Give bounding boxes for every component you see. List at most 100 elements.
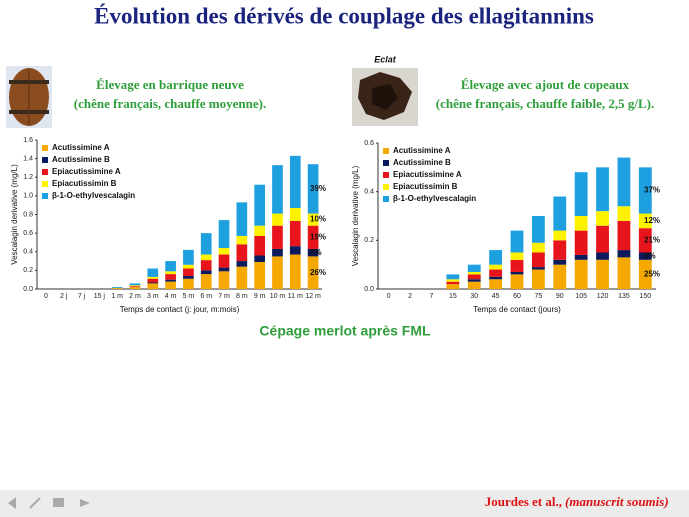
bar-segment bbox=[574, 254, 588, 260]
share-label: 5% bbox=[644, 251, 656, 260]
x-tick-label: 120 bbox=[597, 293, 609, 300]
caption: Élevage avec ajout de copeaux bbox=[461, 77, 630, 92]
x-tick-label: 0 bbox=[387, 293, 391, 300]
bar-segment bbox=[129, 283, 141, 286]
bar-segment bbox=[596, 225, 609, 253]
y-tick-label: 0.2 bbox=[364, 237, 374, 244]
y-tick-label: 0.2 bbox=[23, 267, 33, 274]
bar-segment bbox=[307, 256, 319, 289]
bar-segment bbox=[574, 172, 588, 216]
citation-note: (manuscrit soumis) bbox=[565, 494, 669, 509]
bar-segment bbox=[489, 250, 503, 265]
bar-segment bbox=[165, 281, 176, 289]
share-label: 37% bbox=[644, 186, 660, 195]
legend-swatch bbox=[383, 184, 389, 190]
x-tick-label: 2 j bbox=[60, 293, 68, 300]
bar-segment bbox=[489, 269, 503, 277]
share-label: 19% bbox=[310, 232, 326, 241]
bar-segment bbox=[254, 184, 265, 226]
bar-segment bbox=[289, 207, 301, 222]
x-tick-label: 45 bbox=[492, 293, 500, 300]
x-tick-label: 11 m bbox=[288, 293, 303, 300]
x-tick-label: 9 m bbox=[254, 293, 266, 300]
bar-segment bbox=[272, 165, 283, 214]
legend-label: β-1-O-ethylvescalagin bbox=[393, 194, 476, 203]
bar-segment bbox=[183, 278, 194, 289]
bar-segment bbox=[218, 254, 230, 268]
x-tick-label: 15 j bbox=[94, 293, 106, 300]
bar-segment bbox=[596, 211, 609, 226]
bar-segment bbox=[236, 261, 248, 267]
x-tick-label: 2 bbox=[408, 293, 412, 300]
bar-segment bbox=[531, 216, 545, 243]
bar-segment bbox=[446, 274, 460, 280]
bar-segment bbox=[307, 164, 319, 214]
x-tick-label: 15 bbox=[449, 293, 457, 300]
x-tick-label: 3 m bbox=[147, 293, 159, 300]
slide-title: Évolution des dérivés de couplage des el… bbox=[94, 3, 594, 28]
y-tick-label: 0.6 bbox=[23, 230, 33, 237]
y-tick-label: 0.0 bbox=[23, 286, 33, 293]
bar-segment bbox=[553, 230, 567, 241]
bar-segment bbox=[289, 155, 301, 208]
bar-segment bbox=[289, 254, 301, 289]
bar-segment bbox=[254, 255, 265, 262]
caption: Élevage en barrique neuve bbox=[96, 77, 244, 92]
bar-segment bbox=[574, 216, 588, 231]
chips-image bbox=[352, 68, 418, 126]
bar-segment bbox=[446, 284, 460, 289]
legend-label: Epiacutissimin B bbox=[52, 179, 117, 188]
x-tick-label: 105 bbox=[575, 293, 587, 300]
nav-icons[interactable] bbox=[8, 497, 90, 509]
bar-segment bbox=[531, 267, 545, 270]
bar-segment bbox=[307, 248, 319, 257]
caption: (chêne français, chauffe faible, 2,5 g/L… bbox=[436, 96, 654, 111]
y-tick-label: 0.4 bbox=[364, 189, 374, 196]
share-label: 26% bbox=[310, 268, 326, 277]
bar-segment bbox=[218, 220, 230, 249]
bar-segment bbox=[638, 213, 652, 229]
legend-swatch bbox=[42, 169, 48, 175]
y-tick-label: 1.4 bbox=[23, 155, 33, 162]
image-label: Eclat bbox=[374, 54, 397, 64]
bar-segment bbox=[165, 279, 176, 282]
bar-segment bbox=[111, 287, 123, 289]
bar-segment bbox=[617, 206, 631, 221]
legend-swatch bbox=[42, 193, 48, 199]
bar-segment bbox=[272, 256, 283, 289]
legend-swatch bbox=[42, 145, 48, 151]
bar-segment bbox=[254, 261, 265, 289]
bar-segment bbox=[289, 246, 301, 255]
legend-label: Acutissimine A bbox=[393, 146, 451, 155]
x-tick-label: 30 bbox=[470, 293, 478, 300]
bar-segment bbox=[553, 264, 567, 289]
bar-segment bbox=[147, 268, 159, 277]
x-tick-label: 60 bbox=[513, 293, 521, 300]
bar-segment bbox=[129, 287, 141, 289]
bar-segment bbox=[510, 274, 524, 289]
bar-segment bbox=[272, 225, 283, 249]
bar-segment bbox=[510, 252, 524, 260]
bar-segment bbox=[165, 271, 176, 275]
bar-segment bbox=[553, 259, 567, 265]
bar-segment bbox=[236, 266, 248, 289]
x-axis-label: Temps de contact (j: jour, m:mois) bbox=[120, 305, 240, 314]
legend-swatch bbox=[383, 148, 389, 154]
bar-segment bbox=[617, 220, 631, 251]
caption: (chêne français, chauffe moyenne). bbox=[74, 96, 266, 111]
legend-label: Epiacutissimine A bbox=[52, 167, 121, 176]
bar-segment bbox=[218, 267, 230, 272]
legend-label: β-1-O-ethylvescalagin bbox=[52, 191, 135, 200]
bar-segment bbox=[147, 282, 159, 284]
x-tick-label: 7 bbox=[430, 293, 434, 300]
x-tick-label: 6 m bbox=[200, 293, 212, 300]
legend-swatch bbox=[383, 160, 389, 166]
bar-segment bbox=[489, 279, 503, 289]
bar-segment bbox=[254, 225, 265, 236]
bar-segment bbox=[200, 260, 212, 271]
bar-segment bbox=[147, 276, 159, 279]
legend-label: Epiacutissimine A bbox=[393, 170, 462, 179]
bar-segment bbox=[129, 286, 141, 288]
share-label: 10% bbox=[310, 215, 326, 224]
